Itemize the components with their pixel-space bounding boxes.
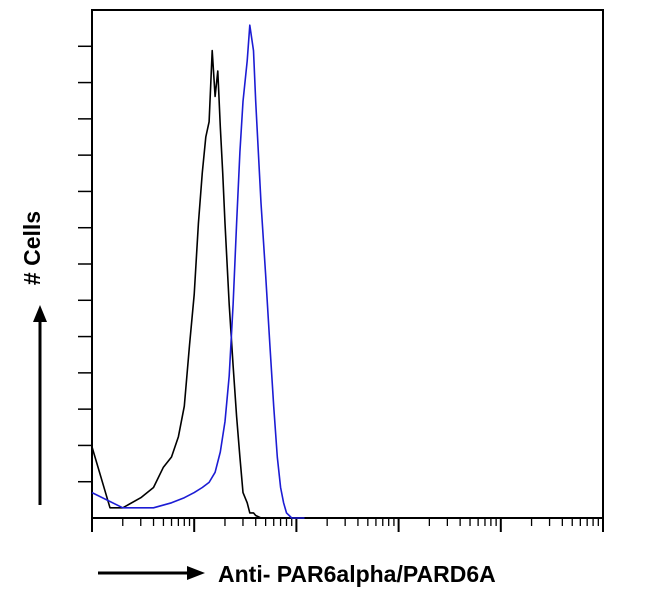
- x-axis-ticks: [91, 518, 604, 532]
- series-1-line: [91, 49, 274, 519]
- y-axis-label: # Cells: [19, 211, 45, 285]
- y-axis-arrow: [33, 305, 47, 505]
- series-2-line: [91, 24, 305, 519]
- x-axis-arrow: [98, 566, 205, 580]
- plot-frame: [91, 9, 604, 519]
- y-axis-ticks: [78, 45, 92, 483]
- series-layer: [91, 24, 305, 519]
- x-axis-label: Anti- PAR6alpha/PARD6A: [218, 561, 496, 587]
